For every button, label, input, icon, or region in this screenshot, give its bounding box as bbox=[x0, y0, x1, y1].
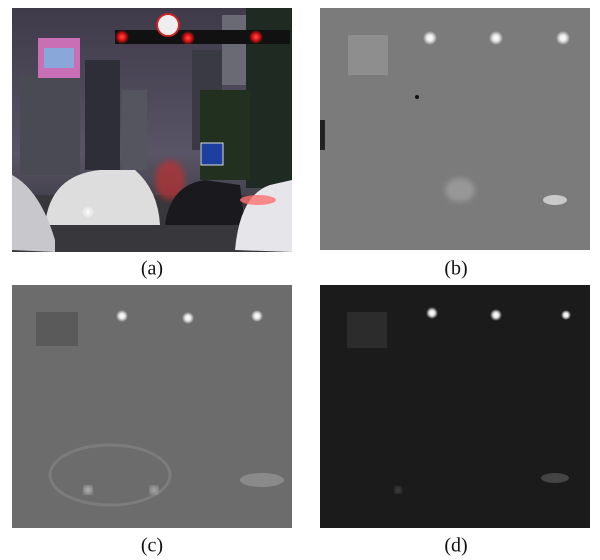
billboard-texture bbox=[347, 312, 387, 348]
light-spot bbox=[561, 310, 571, 320]
light-blob bbox=[543, 195, 567, 205]
caption: (b) bbox=[444, 258, 467, 280]
traffic-light-bar bbox=[115, 30, 290, 44]
light-blob bbox=[541, 473, 569, 483]
light-blob bbox=[240, 473, 284, 487]
light-spot bbox=[182, 312, 194, 324]
dark-spot bbox=[415, 95, 419, 99]
trees bbox=[200, 90, 250, 180]
building bbox=[122, 90, 147, 170]
panel-a bbox=[12, 8, 292, 252]
billboard-texture bbox=[36, 312, 78, 346]
light-spot bbox=[251, 310, 263, 322]
building bbox=[20, 75, 80, 175]
panel-d bbox=[320, 285, 590, 528]
panel-c bbox=[12, 285, 292, 528]
car-highlight bbox=[445, 178, 475, 202]
red-light bbox=[115, 30, 129, 44]
panel-b bbox=[320, 8, 590, 250]
light-spot bbox=[490, 309, 502, 321]
road-sign bbox=[157, 14, 179, 36]
light-spot bbox=[395, 487, 401, 493]
caption: (d) bbox=[444, 535, 467, 557]
billboard-detail bbox=[44, 48, 74, 68]
red-light bbox=[249, 30, 263, 44]
building bbox=[85, 60, 120, 170]
figure: (a) (b) (c) (d) bbox=[0, 0, 600, 560]
billboard-texture bbox=[348, 35, 388, 75]
red-light bbox=[181, 31, 195, 45]
caption: (a) bbox=[141, 258, 163, 280]
building bbox=[222, 15, 247, 85]
tail-light bbox=[240, 195, 276, 205]
light-spot bbox=[84, 486, 92, 494]
blue-sign bbox=[201, 143, 223, 165]
edge-mark bbox=[320, 120, 325, 150]
light-spot bbox=[150, 486, 158, 494]
caption: (c) bbox=[141, 535, 163, 557]
headlight bbox=[82, 206, 94, 218]
light-spot bbox=[423, 31, 437, 45]
light-spot bbox=[556, 31, 570, 45]
light-spot bbox=[116, 310, 128, 322]
light-spot bbox=[426, 307, 438, 319]
light-spot bbox=[489, 31, 503, 45]
